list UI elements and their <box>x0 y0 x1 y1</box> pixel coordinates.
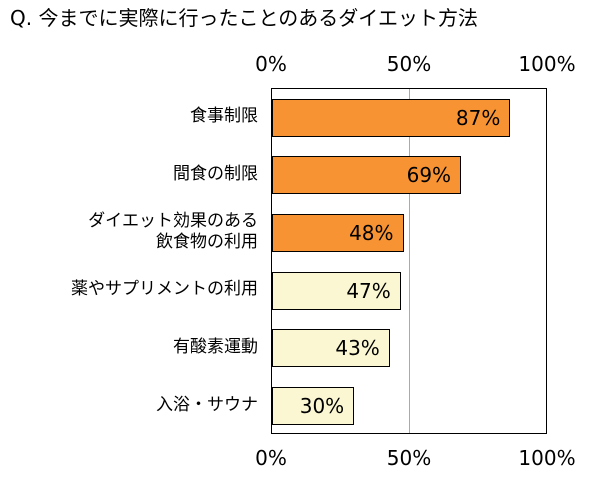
gridline-50 <box>409 89 410 433</box>
bar-row: 48% <box>272 204 546 262</box>
x-tick-bottom-0: 0% <box>255 446 287 470</box>
x-tick-top-0: 0% <box>255 52 287 76</box>
bar-value-label: 69% <box>406 163 452 188</box>
bar-value-label: 48% <box>349 221 394 246</box>
x-tick-bottom-50: 50% <box>386 446 432 470</box>
bar: 30% <box>272 387 355 426</box>
x-tick-top-100: 100% <box>518 52 576 76</box>
bar-value-label: 47% <box>346 278 391 303</box>
x-axis-top: 0% 50% 100% <box>0 52 600 80</box>
bar: 69% <box>272 156 462 195</box>
x-tick-top-50: 50% <box>386 52 432 76</box>
bar: 48% <box>272 214 404 253</box>
bar: 43% <box>272 329 390 368</box>
category-label: 有酸素運動 <box>173 336 258 357</box>
category-label: 薬やサプリメントの利用 <box>71 279 258 300</box>
category-label: 食事制限 <box>190 106 258 127</box>
bar: 87% <box>272 98 511 137</box>
bar-value-label: 30% <box>299 394 345 419</box>
bar-rows: 87% 69% 48% 47% 43% 30% <box>272 89 546 433</box>
bar-value-label: 43% <box>335 336 380 361</box>
bar-row: 30% <box>272 377 546 435</box>
x-axis-bottom: 0% 50% 100% <box>0 446 600 474</box>
bar-row: 43% <box>272 320 546 378</box>
plot-area: 87% 69% 48% 47% 43% 30% <box>271 88 547 434</box>
category-label: 間食の制限 <box>173 163 258 184</box>
category-label: 入浴・サウナ <box>156 394 258 415</box>
bar-row: 69% <box>272 147 546 205</box>
x-tick-bottom-100: 100% <box>518 446 576 470</box>
chart-title: Q. 今までに実際に行ったことのあるダイエット方法 <box>10 6 479 30</box>
bar: 47% <box>272 271 401 310</box>
bar-row: 47% <box>272 262 546 320</box>
category-labels: 食事制限間食の制限ダイエット効果のある 飲食物の利用薬やサプリメントの利用有酸素… <box>0 88 262 434</box>
bar-value-label: 87% <box>455 105 501 130</box>
category-label: ダイエット効果のある 飲食物の利用 <box>88 210 258 253</box>
bar-row: 87% <box>272 89 546 147</box>
